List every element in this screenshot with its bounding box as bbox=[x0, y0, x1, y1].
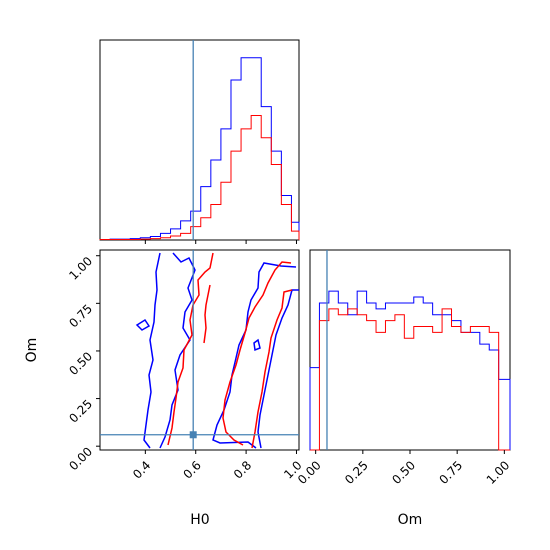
h0-histogram-series-2 bbox=[99, 115, 300, 241]
h0-histogram-series-1 bbox=[99, 57, 300, 241]
joint-truth-marker bbox=[189, 431, 197, 439]
joint-x-ticks: 0.4 0.6 0.8 1.0 bbox=[130, 450, 305, 482]
om-x-tick-label-2: 0.50 bbox=[389, 458, 418, 487]
joint-y-tick-label-4: 1.00 bbox=[66, 254, 95, 283]
red-contour-left-inner bbox=[203, 284, 211, 344]
blue-contour-left-loop bbox=[135, 318, 151, 331]
h0-histogram-panel bbox=[99, 39, 300, 244]
om-x-tick-label-3: 0.75 bbox=[436, 458, 465, 487]
h0-axis-label: H0 bbox=[190, 512, 209, 528]
blue-contour-left-band bbox=[143, 252, 161, 449]
joint-y-tick-label-2: 0.50 bbox=[66, 349, 95, 378]
joint-y-tick-label-0: 0.00 bbox=[66, 444, 95, 473]
h0-histogram-frame bbox=[99, 39, 300, 241]
om-histogram-panel: 0.00 0.25 0.50 0.75 1.00 Om bbox=[295, 249, 512, 528]
om-y-axis-label: Om bbox=[24, 338, 40, 363]
om-x-ticks: 0.00 0.25 0.50 0.75 1.00 bbox=[295, 450, 512, 487]
blue-contour-right-band-outer bbox=[212, 262, 297, 449]
blue-contour-small-loop bbox=[253, 338, 261, 352]
joint-x-tick-label-0: 0.4 bbox=[130, 458, 153, 481]
om-x-tick-label-4: 1.00 bbox=[484, 458, 513, 487]
blue-contour-right-band-inner bbox=[257, 289, 299, 449]
om-histogram-series-1 bbox=[309, 290, 511, 450]
om-histogram-series-2 bbox=[310, 308, 510, 451]
joint-frame bbox=[99, 249, 300, 451]
joint-y-tick-label-1: 0.25 bbox=[66, 397, 95, 426]
red-contour-right-band-outer bbox=[222, 261, 292, 446]
om-x-axis-label: Om bbox=[398, 512, 423, 528]
red-contour-right-band-inner bbox=[251, 289, 293, 449]
om-histogram-frame bbox=[309, 249, 511, 451]
joint-contour-panel: 0.4 0.6 0.8 1.0 0.000.250.500.751.00 H0 Om bbox=[24, 249, 305, 528]
joint-y-tick-label-3: 0.75 bbox=[66, 302, 95, 331]
joint-x-tick-label-2: 0.8 bbox=[231, 458, 254, 481]
red-contour-left-band bbox=[167, 252, 214, 446]
om-x-tick-label-1: 0.25 bbox=[342, 458, 371, 487]
joint-y-ticks: 0.00 0.25 0.50 0.75 1.00 bbox=[66, 254, 100, 473]
joint-x-tick-label-1: 0.6 bbox=[180, 458, 203, 481]
h0-histogram-ticks bbox=[144, 240, 297, 244]
om-x-tick-label-0: 0.00 bbox=[295, 458, 324, 487]
blue-contour-left-band-inner bbox=[159, 252, 196, 449]
